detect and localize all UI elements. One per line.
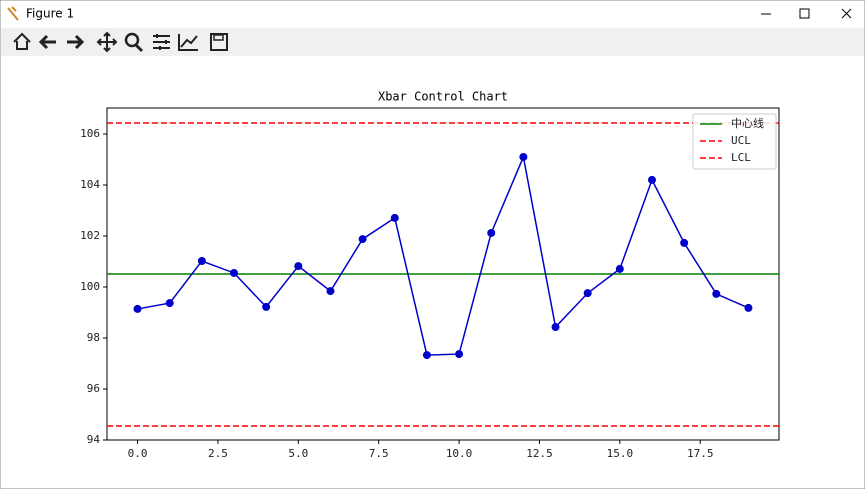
y-tick-label: 98 (87, 331, 100, 344)
configure-button[interactable] (153, 34, 170, 50)
close-button[interactable] (841, 8, 852, 19)
title-bar (1, 1, 864, 28)
maximize-button[interactable] (799, 8, 810, 19)
toolbar (1, 28, 864, 56)
save-button[interactable] (210, 33, 228, 51)
data-point (326, 287, 335, 296)
legend-label: UCL (731, 134, 751, 147)
x-tick-label: 10.0 (446, 447, 473, 460)
data-line (137, 154, 749, 356)
y-tick-label: 102 (80, 229, 100, 242)
legend-label: 中心线 (731, 116, 764, 130)
data-point (133, 304, 142, 313)
axes-edit-button[interactable] (178, 34, 198, 51)
legend-box (692, 113, 777, 170)
forward-button[interactable] (67, 34, 85, 50)
x-tick-label: 15.0 (607, 447, 634, 460)
data-point (647, 175, 656, 184)
data-point (390, 213, 399, 222)
app-icon (7, 6, 19, 21)
data-point (551, 323, 560, 332)
data-point (294, 262, 303, 271)
data-point (422, 351, 431, 360)
y-tick-label: 104 (80, 178, 100, 191)
x-tick-label: 12.5 (526, 447, 553, 460)
window-title: Figure 1 (26, 7, 74, 21)
y-tick-label: 106 (80, 127, 100, 140)
data-point (583, 289, 592, 298)
legend-label: LCL (731, 151, 751, 164)
data-point (358, 235, 367, 244)
x-tick-label: 7.5 (369, 447, 389, 460)
x-tick-label: 5.0 (288, 447, 308, 460)
x-tick-label: 2.5 (208, 447, 228, 460)
data-point (615, 264, 624, 273)
data-point (165, 299, 174, 308)
data-point (744, 303, 753, 312)
x-tick-label: 17.5 (687, 447, 714, 460)
y-tick-label: 100 (80, 280, 100, 293)
zoom-button[interactable] (124, 32, 144, 53)
x-tick-label: 0.0 (128, 447, 148, 460)
back-button[interactable] (38, 34, 56, 50)
pan-button[interactable] (96, 31, 118, 53)
data-point (680, 238, 689, 247)
home-button[interactable] (13, 32, 31, 50)
data-point (262, 302, 271, 311)
y-tick-label: 94 (87, 433, 101, 446)
data-point (230, 268, 239, 277)
data-point (455, 350, 464, 359)
y-tick-label: 96 (87, 382, 100, 395)
data-point (197, 256, 206, 265)
data-point (487, 228, 496, 237)
data-point (712, 289, 721, 298)
chart-title: Xbar Control Chart (378, 90, 508, 104)
data-point (519, 152, 528, 161)
